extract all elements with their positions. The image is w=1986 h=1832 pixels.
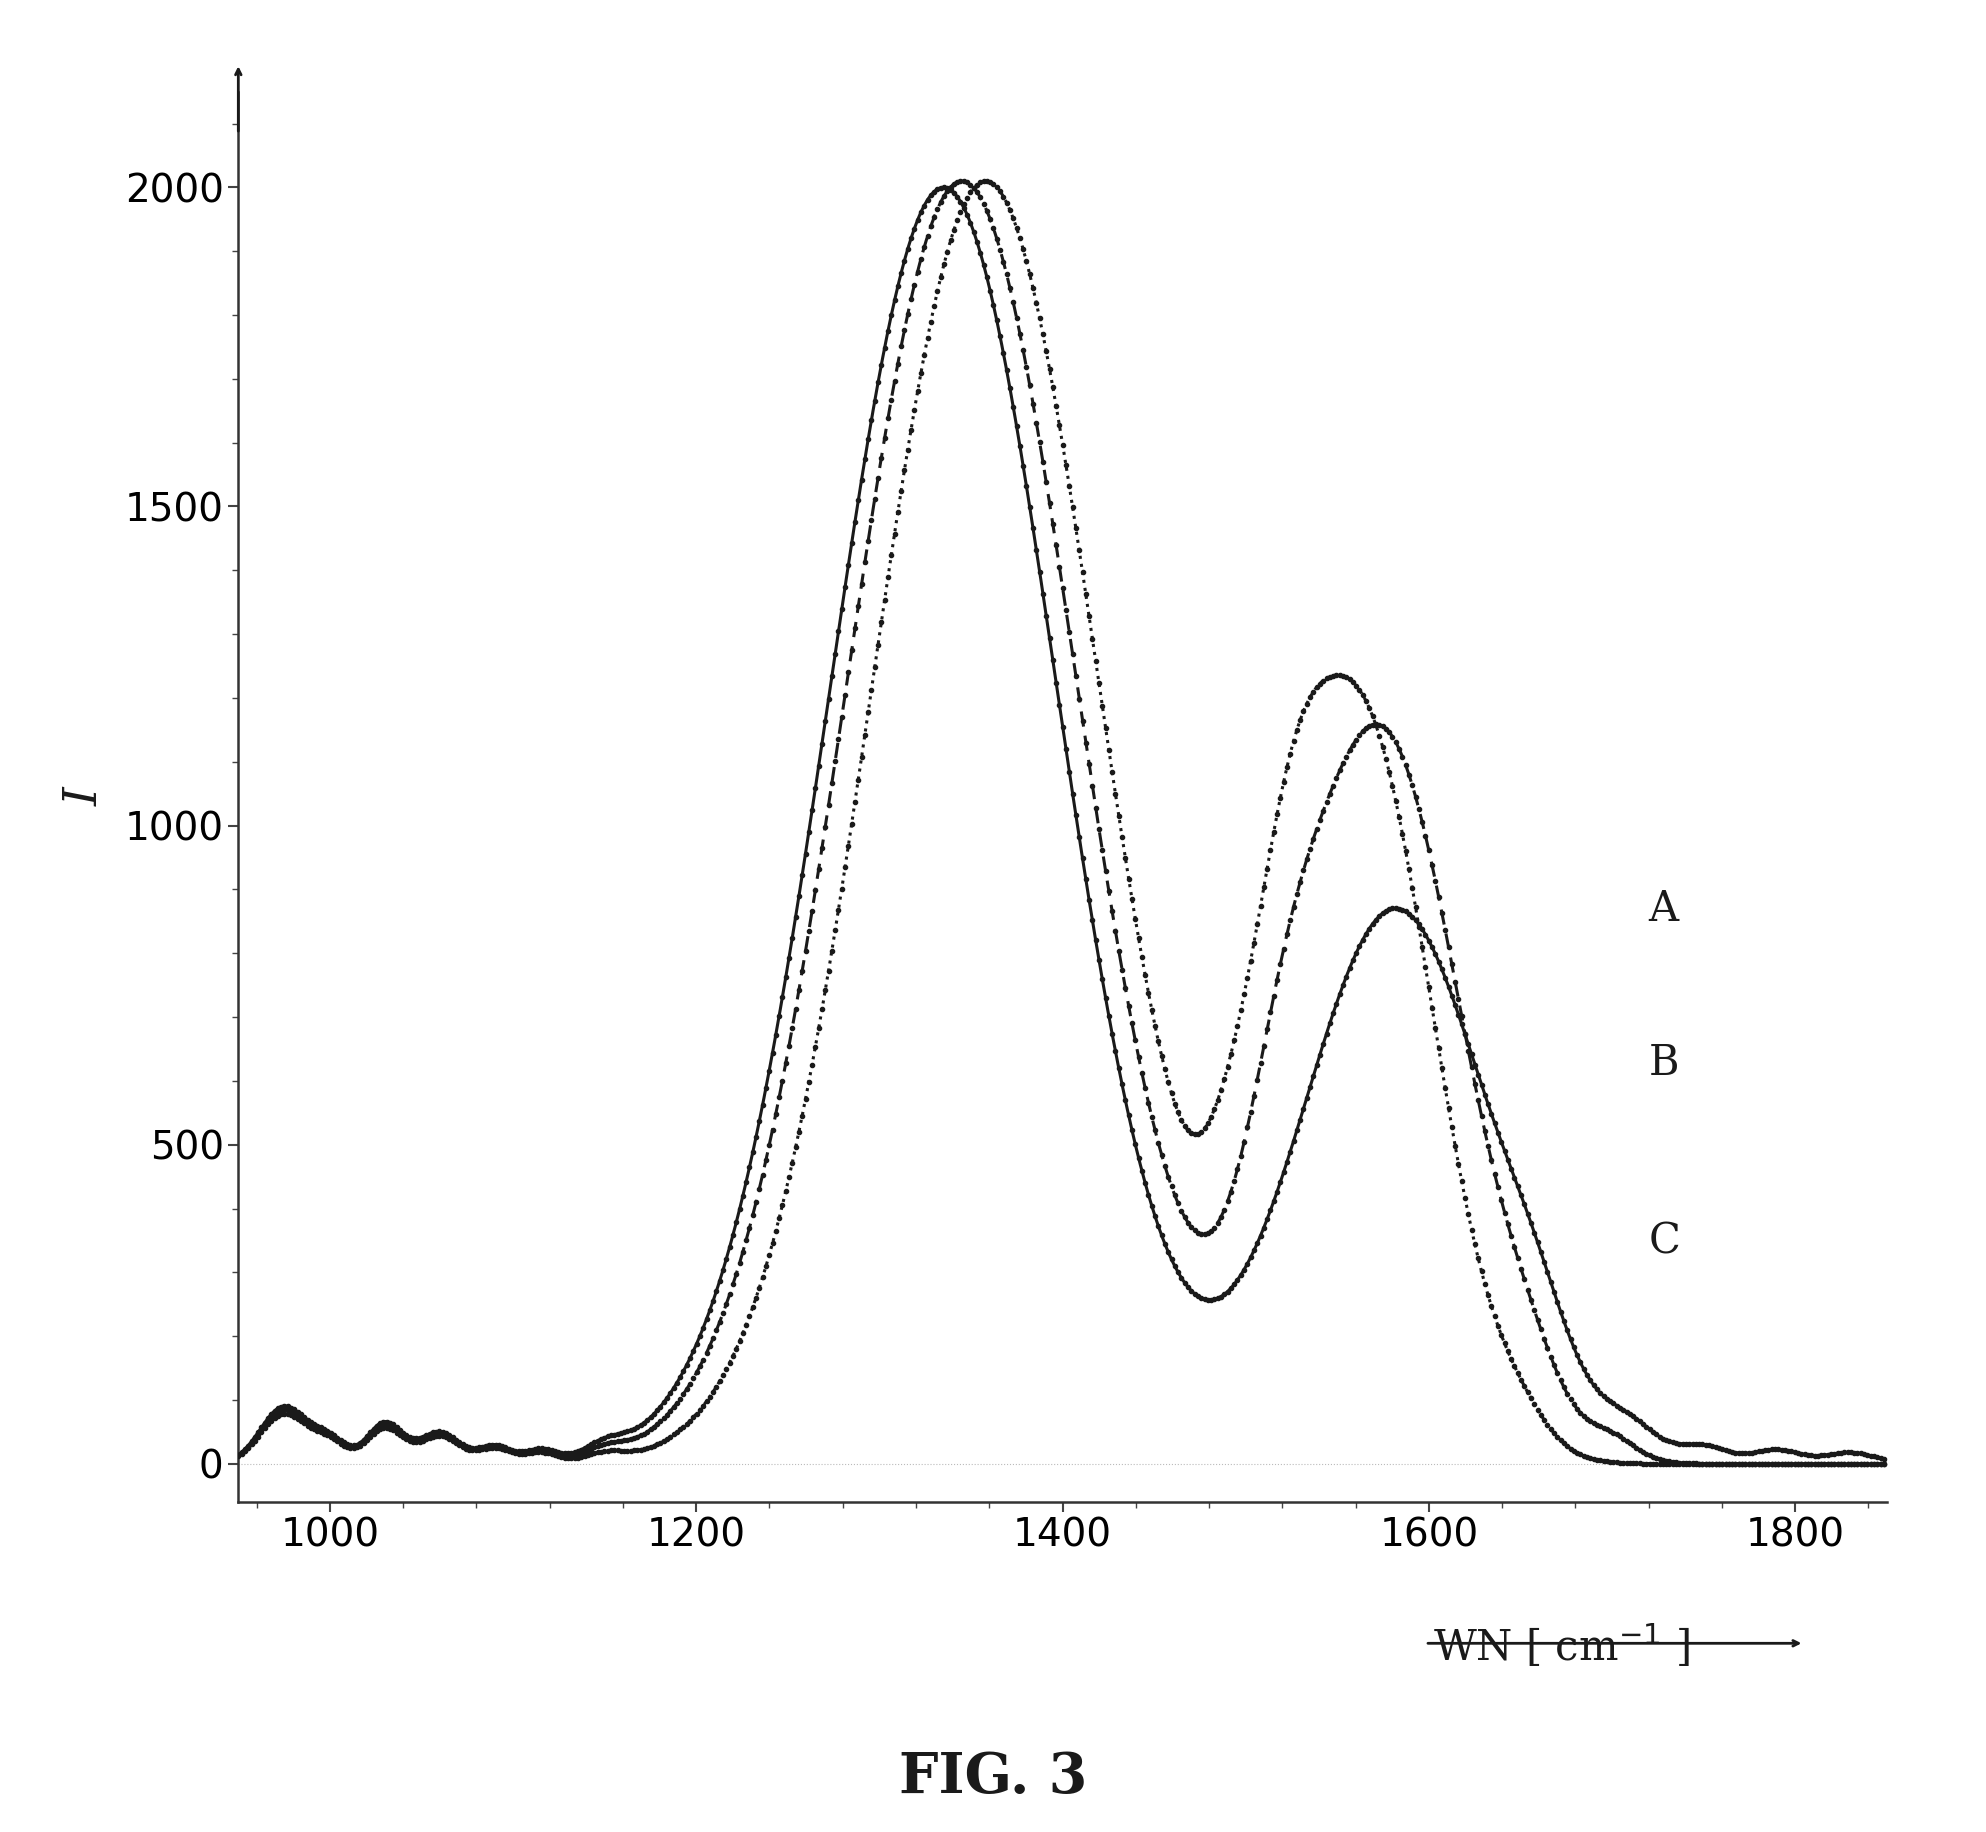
Text: B: B bbox=[1648, 1042, 1678, 1083]
Text: A: A bbox=[1648, 889, 1678, 931]
Text: FIG. 3: FIG. 3 bbox=[900, 1750, 1086, 1805]
Text: C: C bbox=[1648, 1220, 1680, 1262]
Text: WN [ cm$^{-1}$ ]: WN [ cm$^{-1}$ ] bbox=[1434, 1621, 1690, 1671]
Y-axis label: I: I bbox=[64, 788, 107, 806]
